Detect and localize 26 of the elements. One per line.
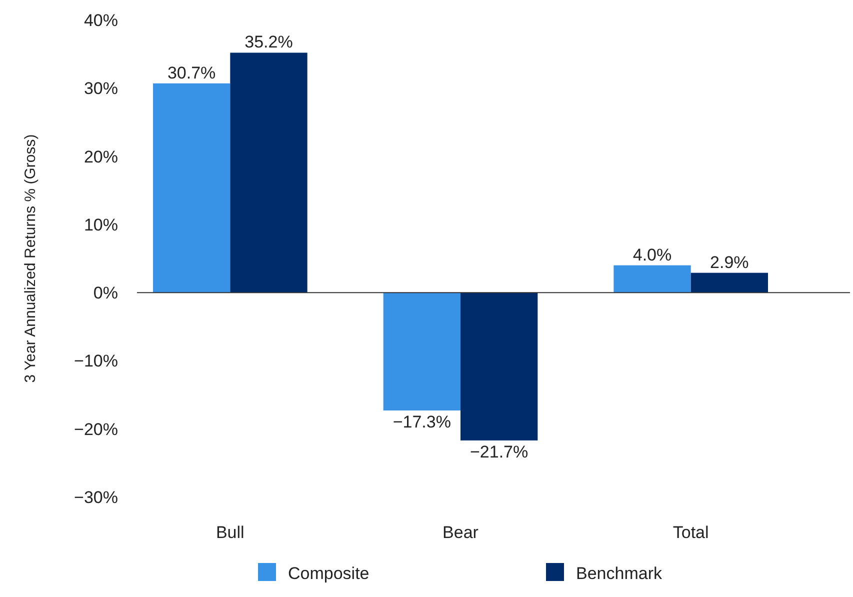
y-tick-label: 30% — [84, 79, 118, 98]
data-label: −21.7% — [470, 442, 528, 462]
y-tick-label: 40% — [84, 11, 118, 30]
x-tick-label: Total — [672, 523, 709, 542]
y-tick-label: 10% — [84, 215, 118, 234]
y-tick-label: −30% — [74, 488, 118, 507]
y-tick-label: 20% — [84, 147, 118, 166]
data-label: 2.9% — [710, 252, 749, 272]
y-tick-label: −20% — [74, 420, 118, 439]
data-label: 30.7% — [167, 63, 216, 82]
y-tick-label: −10% — [74, 352, 118, 371]
legend-label: Composite — [288, 564, 370, 583]
bar — [153, 83, 230, 293]
legend-label: Benchmark — [576, 564, 662, 583]
y-tick-label: 0% — [93, 284, 118, 303]
y-axis-title: 3 Year Annualized Returns % (Gross) — [22, 134, 39, 383]
bar — [460, 292, 538, 440]
data-label: 35.2% — [244, 32, 293, 52]
bar — [690, 272, 768, 293]
data-label: −17.3% — [392, 412, 451, 432]
data-label: 4.0% — [632, 245, 672, 264]
bar — [383, 292, 460, 410]
x-tick-label: Bull — [216, 523, 244, 542]
bar — [614, 265, 691, 293]
bar — [230, 52, 308, 293]
x-tick-label: Bear — [442, 523, 479, 542]
